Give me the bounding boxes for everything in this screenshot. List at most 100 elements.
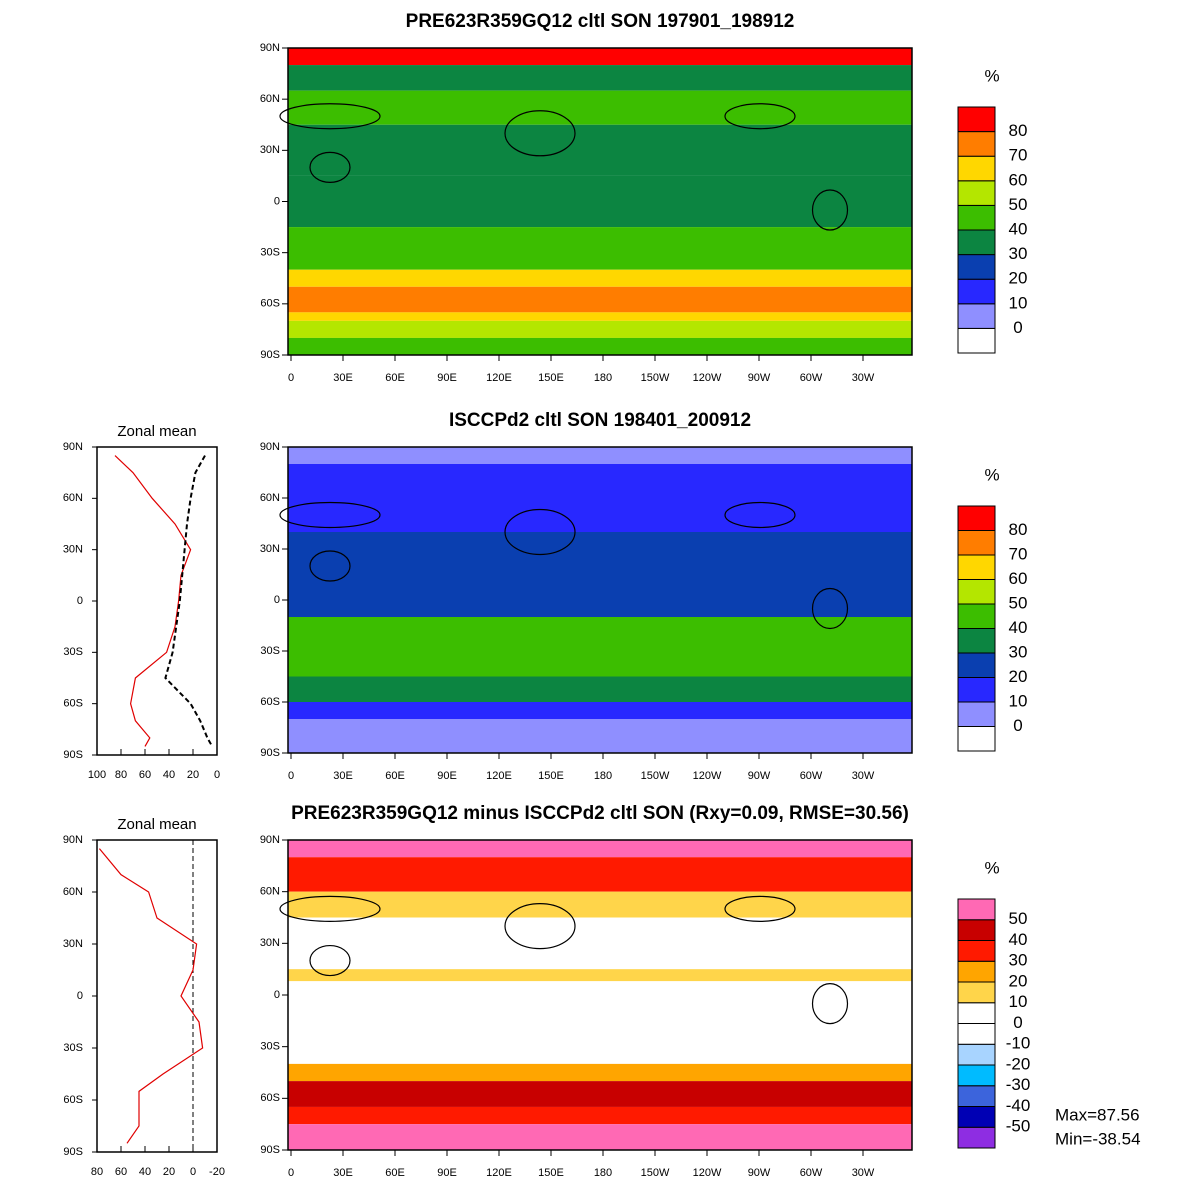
map-field — [288, 286, 912, 313]
land-hint — [279, 501, 381, 529]
colorbar-box — [957, 1126, 996, 1149]
y-tick-label: 0 — [274, 195, 280, 207]
map-field — [288, 65, 912, 91]
colorbar-box — [957, 229, 996, 256]
colorbar-box — [957, 1023, 996, 1045]
x-tick-label: 60 — [115, 1166, 127, 1178]
x-tick-label: 90W — [748, 770, 771, 782]
x-tick-label: 60E — [385, 770, 405, 782]
zonal-title: Zonal mean — [117, 423, 196, 440]
colorbar-box — [957, 1064, 996, 1087]
y-tick-label: 30N — [260, 937, 280, 949]
colorbar-label: 10 — [1009, 691, 1028, 710]
map-title: PRE623R359GQ12 minus ISCCPd2 cltl SON (R… — [291, 803, 909, 824]
y-tick-label: 30N — [260, 543, 280, 555]
y-tick-label: 60S — [260, 696, 280, 708]
x-tick-label: 120E — [486, 372, 512, 384]
y-tick-label: 30N — [260, 144, 280, 156]
x-tick-label: 120E — [486, 770, 512, 782]
x-tick-label: 30W — [852, 770, 875, 782]
y-tick-label: 0 — [274, 594, 280, 606]
x-tick-label: 30E — [333, 770, 353, 782]
x-tick-label: 90E — [437, 1167, 457, 1179]
colorbar-box — [957, 898, 996, 921]
x-tick-label: 40 — [139, 1166, 151, 1178]
colorbar-box — [957, 579, 996, 605]
colorbar-label: 10 — [1009, 992, 1028, 1011]
colorbar-label: 0 — [1013, 1013, 1022, 1032]
y-tick-label: 90S — [63, 749, 83, 761]
y-tick-label: 30N — [63, 938, 83, 950]
colorbar-box — [957, 554, 996, 580]
colorbar-label: 30 — [1009, 244, 1028, 263]
x-tick-label: 60 — [139, 769, 151, 781]
land-hint — [309, 944, 351, 977]
colorbar-label: 50 — [1009, 593, 1028, 612]
x-tick-label: 90W — [748, 372, 771, 384]
colorbar-box — [957, 106, 996, 133]
zonal-frame — [96, 446, 218, 756]
colorbar-box — [957, 278, 996, 305]
x-tick-label: 150E — [538, 770, 564, 782]
map-field — [288, 857, 912, 892]
stat-text: Max=87.56 — [1055, 1105, 1140, 1124]
map-field — [288, 891, 912, 918]
colorbar-label: 80 — [1009, 520, 1028, 539]
y-tick-label: 60N — [260, 886, 280, 898]
y-tick-label: 0 — [77, 595, 83, 607]
colorbar-label: 70 — [1009, 146, 1028, 165]
x-tick-label: 80 — [91, 1166, 103, 1178]
y-tick-label: 60N — [63, 492, 83, 504]
colorbar-label: -40 — [1006, 1096, 1031, 1115]
colorbar-box — [957, 327, 996, 354]
x-tick-label: 60W — [800, 1167, 823, 1179]
y-tick-label: 60S — [260, 1092, 280, 1104]
colorbar-label: 70 — [1009, 544, 1028, 563]
map-field — [288, 917, 912, 970]
zonal-title: Zonal mean — [117, 816, 196, 833]
map-field — [288, 269, 912, 287]
colorbar-box — [957, 940, 996, 962]
map-title: PRE623R359GQ12 cltl SON 197901_198912 — [406, 11, 795, 32]
y-tick-label: 90S — [63, 1146, 83, 1158]
y-tick-label: 60S — [63, 1094, 83, 1106]
x-tick-label: 30E — [333, 1167, 353, 1179]
x-tick-label: 120W — [693, 1167, 722, 1179]
y-tick-label: 90S — [260, 1144, 280, 1156]
colorbar-label: 0 — [1013, 716, 1022, 735]
map-field — [288, 90, 912, 125]
y-tick-label: 60S — [260, 298, 280, 310]
land-hint — [811, 983, 849, 1025]
y-tick-label: 30S — [63, 646, 83, 658]
x-tick-label: 0 — [214, 769, 220, 781]
x-tick-label: 150E — [538, 372, 564, 384]
y-tick-label: 30N — [63, 544, 83, 556]
colorbar-box — [957, 1106, 996, 1128]
y-tick-label: 60N — [260, 93, 280, 105]
colorbar-box — [957, 254, 996, 280]
x-tick-label: 60E — [385, 1167, 405, 1179]
land-hint — [504, 110, 576, 157]
x-tick-label: 180 — [594, 372, 612, 384]
map-field — [288, 702, 912, 719]
land-hint — [811, 189, 849, 231]
stat-text: Min=-38.54 — [1055, 1129, 1141, 1148]
colorbar-box — [957, 726, 996, 752]
colorbar-box — [957, 505, 996, 531]
colorbar-box — [957, 701, 996, 727]
land-hint — [309, 550, 351, 582]
land-hint — [724, 895, 796, 922]
x-tick-label: 100 — [88, 769, 106, 781]
colorbar-label: 40 — [1009, 618, 1028, 637]
colorbar-box — [957, 131, 996, 157]
colorbar-box — [957, 303, 996, 329]
colorbar-box — [957, 1002, 996, 1024]
colorbar-label: 30 — [1009, 951, 1028, 970]
map-title: ISCCPd2 cltl SON 198401_200912 — [449, 410, 751, 431]
map-field — [288, 1063, 912, 1082]
land-hint — [309, 151, 351, 183]
colorbar-unit: % — [984, 66, 999, 85]
map-field — [288, 312, 912, 321]
